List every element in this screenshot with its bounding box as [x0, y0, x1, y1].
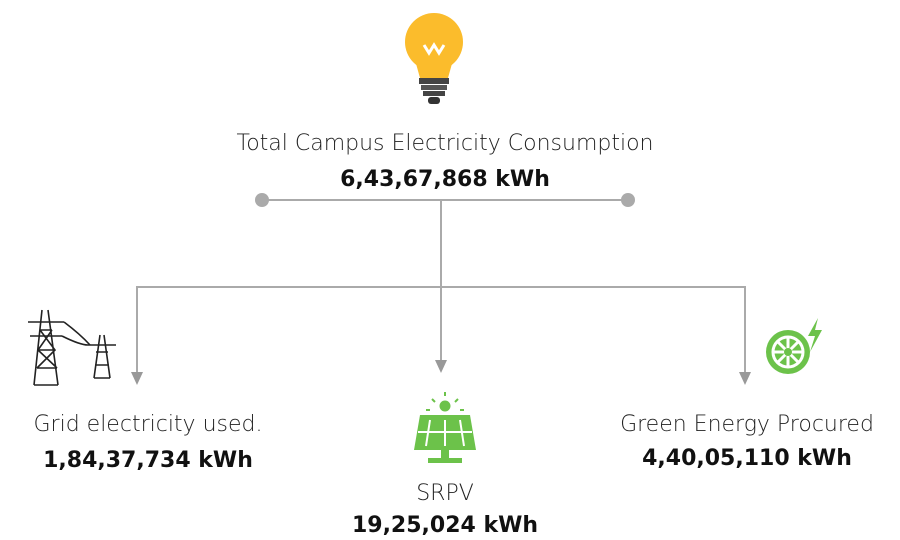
green-value: 4,40,05,110 kWh — [642, 446, 852, 471]
green-energy-icon — [766, 318, 822, 374]
bulb-icon — [405, 13, 463, 104]
root-value: 6,43,67,868 kWh — [340, 167, 550, 192]
grid-label: Grid electricity used. — [34, 412, 263, 437]
connectors — [131, 193, 751, 385]
pylon-icon — [28, 309, 116, 386]
green-label: Green Energy Procured — [620, 412, 874, 437]
root-label: Total Campus Electricity Consumption — [237, 131, 654, 156]
srpv-value: 19,25,024 kWh — [352, 513, 538, 538]
grid-value: 1,84,37,734 kWh — [43, 448, 253, 473]
srpv-label: SRPV — [416, 481, 474, 506]
solar-icon — [414, 392, 476, 463]
